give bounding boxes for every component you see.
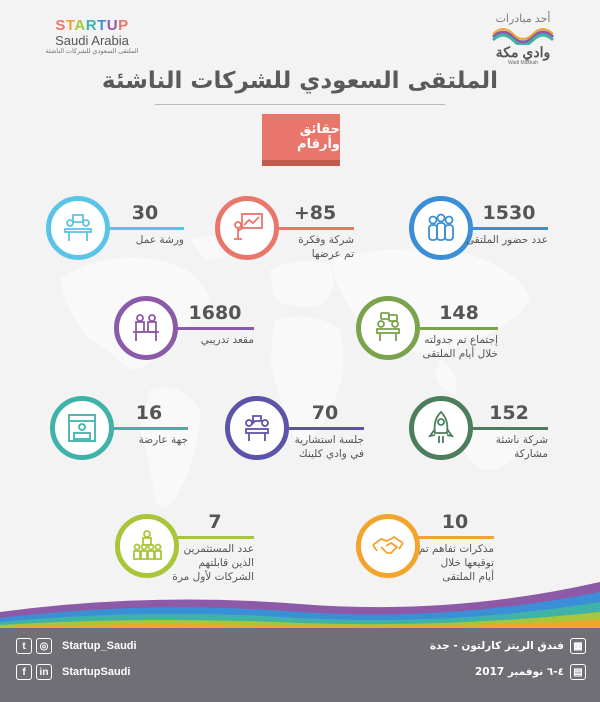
stat-label: مقعد تدريبي [200,334,254,346]
world-map-background [60,236,530,508]
ribbon-shadow [262,160,340,166]
workshop-icon [64,214,92,241]
facts-ribbon: حقائق وأرقام [262,114,340,160]
twitter-icon[interactable]: t [16,638,32,654]
stat-label: في وادي كلينك [299,448,364,460]
stat-label: أيام الملتقى [442,571,494,583]
stat-label: الشركات لأول مرة [172,571,254,583]
startup-logo-country: Saudi Arabia [55,33,129,48]
stat-label: الذين قابلتهم [198,557,255,569]
stat-icon-circle [46,196,110,260]
stat-underline [276,227,354,230]
stat-value: +85 [293,202,337,224]
facebook-icon[interactable]: f [16,664,32,680]
startup-logo-wordmark: STARTUP [55,17,129,34]
wadi-name: وادي مكة [495,44,551,60]
linkedin-icon[interactable]: in [36,664,52,680]
rocket-icon [427,410,455,443]
stat-value: 148 [439,302,479,324]
color-stripe [0,582,600,628]
stat-icon-circle [409,396,473,460]
stat-value: 70 [311,402,339,424]
consultation-icon [245,415,269,441]
stat-label: خلال أيام الملتقى [422,348,499,360]
meeting-icon [376,312,400,341]
stat-icon-circle [356,514,420,578]
stat-label: ورشة عمل [135,234,184,246]
instagram-icon[interactable]: ◎ [36,638,52,654]
presentation-icon [234,213,263,240]
handshake-icon [372,535,404,554]
stat-underline [420,327,498,330]
stat-label: عدد حضور الملتقى [465,234,548,246]
stat-icon-circle [356,296,420,360]
stat-label: مشاركة [514,448,548,460]
stat-label: شركة ناشئة [495,434,548,446]
stat-underline [470,427,548,430]
stat-label: عدد المستثمرين [183,543,254,555]
footer-date: ٤-٦ نوفمبر 2017 [474,666,564,678]
stat-icon-circle [115,514,179,578]
stat-underline [106,227,184,230]
exhibitor-icon [68,414,96,442]
stat-label: مذكرات تفاهم تم [418,543,494,555]
stat-underline [176,327,254,330]
stat-icon-circle [215,196,279,260]
stat-label: توقيعها خلال [440,557,494,569]
stat-underline [110,427,188,430]
footer-facebook-row: f in StartupSaudi [16,664,130,680]
stat-underline [470,227,548,230]
stat-value: 152 [489,402,529,424]
stat-icon-circle [50,396,114,460]
footer-venue: فندق الريتز كارلتون - جدة [429,640,564,652]
stat-underline [176,536,254,539]
stat-icon-circle [225,396,289,460]
stat-underline [286,427,364,430]
stat-value: 7 [208,511,222,533]
stat-label: شركة وفكرة [298,234,354,246]
footer-handle-1[interactable]: Startup_Saudi [62,640,137,652]
training-icon [133,314,159,341]
footer-handle-2[interactable]: StartupSaudi [62,666,131,678]
stat-icon-circle [409,196,473,260]
people-icon [428,213,454,241]
stat-label: جهة عارضة [138,434,188,446]
stat-value: 1530 [482,202,536,224]
wadi-name-latin: Wadi Makkah [507,60,539,66]
wadi-makkah-logo: أحد مبادرات وادي مكة Wadi Makkah [478,12,568,78]
stat-label: إجتماع تم جدولته [424,334,498,346]
page-title: الملتقى السعودي للشركات الناشئة [101,68,499,94]
startup-logo-arabic: الملتقى السعودي للشركات الناشئة [45,48,139,55]
stat-underline [416,536,494,539]
calendar-icon: ▤ [570,664,586,680]
startup-saudi-logo: STARTUP Saudi Arabia الملتقى السعودي للش… [44,18,140,60]
stat-value: 16 [135,402,163,424]
wadi-wave-icon [491,28,555,45]
footer: t ◎ Startup_Saudi f in StartupSaudi ▦ فن… [0,628,600,702]
stat-label: جلسة استشارية [294,434,364,446]
investors-icon [133,530,162,560]
footer-date-row: ▤ ٤-٦ نوفمبر 2017 [475,664,586,680]
stat-value: 30 [131,202,159,224]
footer-venue-row: ▦ فندق الريتز كارلتون - جدة [430,638,586,654]
stat-label: تم عرضها [311,248,354,260]
stat-value: 10 [441,511,469,533]
stat-icon-circle [114,296,178,360]
title-divider [155,104,445,105]
wadi-initiative-text: أحد مبادرات [495,13,551,25]
footer-twitter-row: t ◎ Startup_Saudi [16,638,137,654]
stat-value: 1680 [188,302,242,324]
building-icon: ▦ [570,638,586,654]
